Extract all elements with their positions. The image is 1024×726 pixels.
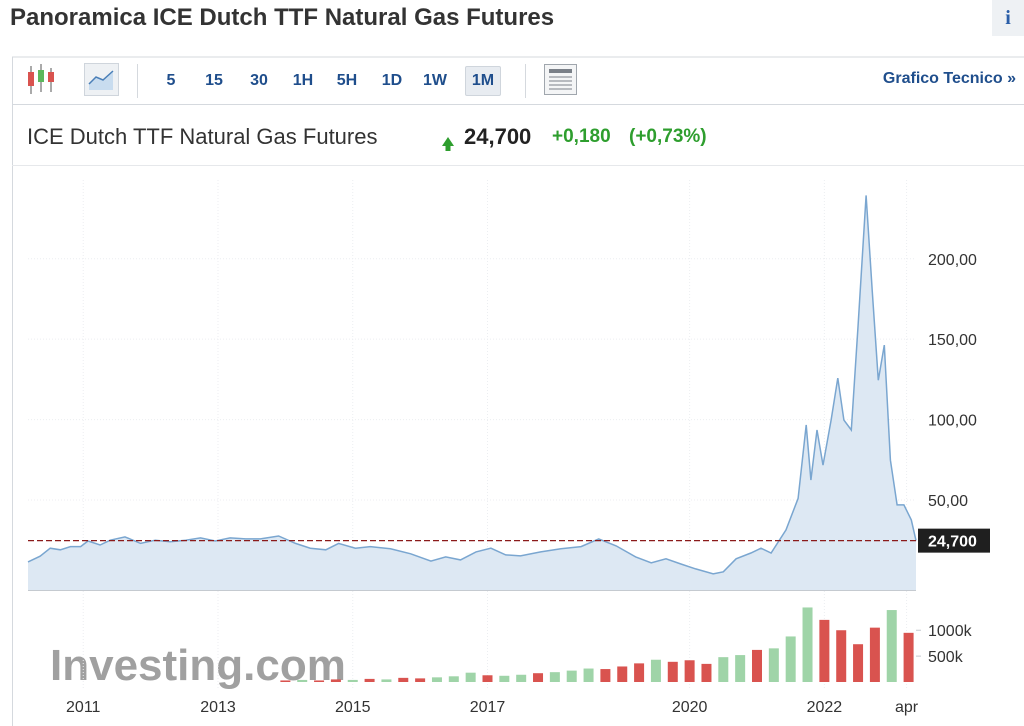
volume-bar [735, 655, 746, 682]
x-tick-label: 2011 [66, 699, 101, 716]
y-tick-label: 150,00 [928, 332, 977, 349]
x-tick-label: apr [895, 699, 919, 716]
volume-bar [330, 679, 341, 682]
x-tick-label: 2020 [672, 699, 708, 716]
interval-button[interactable]: 1H [292, 72, 314, 89]
page-title: Panoramica ICE Dutch TTF Natural Gas Fut… [10, 4, 555, 31]
y-tick-label: 200,00 [928, 252, 977, 269]
interval-button[interactable]: 30 [250, 72, 268, 89]
volume-bar [499, 675, 510, 682]
volume-bar [819, 619, 830, 682]
interval-button[interactable]: 15 [205, 72, 223, 89]
volume-bar [903, 632, 914, 682]
volume-bar [583, 668, 594, 682]
volume-bar [836, 630, 847, 682]
info-button[interactable]: i [992, 0, 1024, 36]
up-arrow [442, 137, 454, 151]
volume-bar [297, 679, 308, 682]
volume-bar [314, 680, 325, 682]
last-price-box [918, 528, 990, 553]
x-tick-label: 2022 [807, 699, 843, 716]
volume-bar [768, 648, 779, 682]
technical-chart-link[interactable]: Grafico Tecnico » [882, 70, 1016, 87]
volume-tick-label: 1000k [928, 623, 973, 640]
price-line [27, 195, 917, 575]
volume-bar [701, 663, 712, 682]
volume-bar [869, 627, 880, 682]
volume-bar [886, 610, 897, 682]
volume-bar [684, 660, 695, 682]
volume-bar [751, 649, 762, 682]
volume-bar [853, 644, 864, 682]
x-tick-label: 2013 [200, 699, 236, 716]
volume-bar [398, 677, 409, 682]
volume-tick-label: 500k [928, 649, 964, 666]
volume-bar [802, 607, 813, 682]
last-price-label: 24,700 [928, 534, 977, 551]
y-tick-label: 50,00 [928, 493, 968, 510]
volume-bar [364, 678, 375, 682]
line-icon[interactable] [84, 63, 119, 96]
interval-button-active[interactable]: 1M [465, 66, 501, 96]
volume-bar [533, 673, 544, 682]
interval-button[interactable]: 5 [166, 72, 176, 89]
watermark: Investing.com [50, 641, 346, 690]
price-change-percent: (+0,73%) [629, 126, 707, 147]
volume-bar [347, 679, 358, 682]
x-tick-label: 2017 [470, 699, 506, 716]
volume-bar [431, 677, 442, 682]
chart-title: ICE Dutch TTF Natural Gas Futures [27, 124, 378, 149]
volume-bar [650, 659, 661, 682]
area-fill [28, 195, 916, 590]
news-icon[interactable] [544, 64, 577, 95]
candle-icon[interactable] [28, 64, 54, 94]
volume-bar [667, 661, 678, 682]
volume-bar [448, 676, 459, 682]
interval-button[interactable]: 5H [336, 72, 358, 89]
volume-bar [634, 663, 645, 682]
y-tick-label: 100,00 [928, 413, 977, 430]
volume-bar [718, 657, 729, 682]
interval-button[interactable]: 1D [381, 72, 403, 89]
volume-bar [516, 674, 527, 682]
volume-bar [617, 666, 628, 682]
price-change: +0,180 [552, 126, 611, 147]
volume-bar [566, 670, 577, 682]
last-price: 24,700 [464, 124, 532, 149]
volume-bar [482, 675, 493, 682]
interval-button[interactable]: 1W [423, 72, 447, 89]
x-tick-label: 2015 [335, 699, 371, 716]
volume-bar [415, 678, 426, 682]
volume-bar [381, 679, 392, 682]
volume-bar [600, 669, 611, 682]
volume-bar [465, 672, 476, 682]
volume-bar [785, 636, 796, 682]
volume-bar [280, 680, 291, 682]
volume-bar [549, 672, 560, 682]
